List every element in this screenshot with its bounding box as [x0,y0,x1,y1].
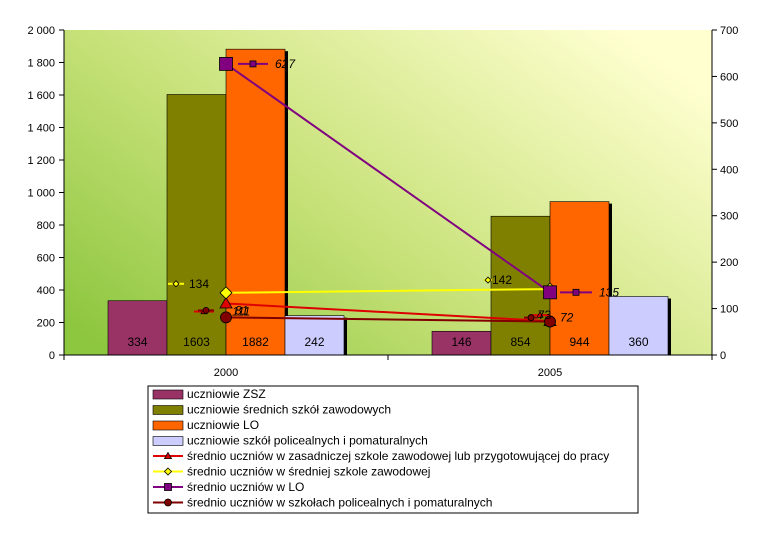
bar-data-label: 944 [569,335,589,349]
right-tick-label: 200 [720,257,738,269]
left-tick-label: 800 [37,220,55,232]
legend-swatch [152,405,184,415]
bar-data-label: 854 [510,335,530,349]
axes-layer: 0 200 400 600 800 1 000 1 200 1 400 1 600 1 800 2 … [27,25,738,379]
right-tick-label: 400 [720,164,738,176]
left-tick-label: 200 [37,318,55,330]
left-tick-label: 1 800 [27,58,55,70]
line-data-label: 73 [538,308,552,322]
x-tick-label: 2005 [538,367,562,379]
left-tick-label: 400 [37,285,55,297]
series-line [225,288,551,294]
diamond-marker [484,276,492,284]
square-marker [219,56,233,71]
legend-swatch [152,389,184,400]
lines-layer [219,56,557,328]
square-marker [164,483,172,491]
bar-data-label: 334 [127,335,147,349]
bar-data-label: 146 [451,335,471,349]
legend-item-label: uczniowie LO [187,418,259,432]
legend-item-label: uczniowie szkół policealnych i pomatural… [187,434,428,448]
line-data-label: 72 [560,311,574,325]
legend-item-label: średnio uczniów w średniej szkole zawodo… [187,465,430,479]
right-tick-label: 0 [720,350,726,362]
x-tick-label: 2000 [214,367,238,379]
legend-item-label: średnio uczniów w zasadniczej szkole zaw… [187,449,609,463]
legend-item-label: uczniowie ZSZ [187,387,266,401]
series-line [225,302,551,323]
bar-data-label: 360 [628,335,648,349]
triangle-marker [219,296,233,309]
circle-marker [527,314,535,321]
line-data-label: 627 [275,57,296,71]
triangle-marker [536,311,544,318]
square-marker [572,288,580,296]
left-tick-label: 600 [37,253,55,265]
diamond-marker [172,280,180,288]
legend-item-label: średnio uczniów w LO [187,480,304,494]
series-line [225,316,551,323]
bar-data-label: 1882 [242,335,269,349]
bar-data-label: 1603 [183,335,210,349]
line-data-label: 142 [492,273,512,287]
legend-item-label: uczniowie średnich szkół zawodowych [187,403,391,417]
line-data-label: 111 [232,304,250,318]
bar [284,315,345,356]
legend-box [147,385,639,514]
diamond-marker [219,286,233,300]
square-marker [543,285,557,300]
line-data-label: 135 [599,285,619,299]
square-marker [249,60,257,68]
right-tick-label: 100 [720,304,738,316]
left-tick-label: 1 600 [27,90,55,102]
diamond-marker [163,467,173,476]
left-tick-label: 1 000 [27,188,55,200]
left-tick-label: 0 [49,350,55,362]
circle-marker [220,311,232,324]
legend-swatch [152,436,184,446]
left-tick-label: 1 200 [27,155,55,167]
right-tick-label: 500 [720,118,738,130]
triangle-marker [163,451,173,460]
right-tick-label: 600 [720,71,738,83]
series-line [225,63,551,294]
left-tick-label: 2 000 [27,25,55,37]
right-tick-label: 700 [720,25,738,37]
legend-swatch [152,420,184,431]
line-data-label: 81 [235,303,248,317]
legend-item-label: średnio uczniów w szkołach policealnych … [187,496,492,510]
data-labels-layer: 334 146 1603 854 1882 944 242 360 111 73 134 142 627… [127,57,648,349]
line-data-label: 134 [189,277,209,291]
left-tick-label: 1 400 [27,123,55,135]
bar [549,201,610,356]
legend: uczniowie ZSZ uczniowie średnich szkół za… [147,385,639,514]
circle-marker [202,306,210,314]
bar-data-label: 242 [304,335,324,349]
bar [608,296,669,356]
right-tick-label: 300 [720,211,738,223]
circle-marker [164,498,172,507]
bar [166,94,227,356]
